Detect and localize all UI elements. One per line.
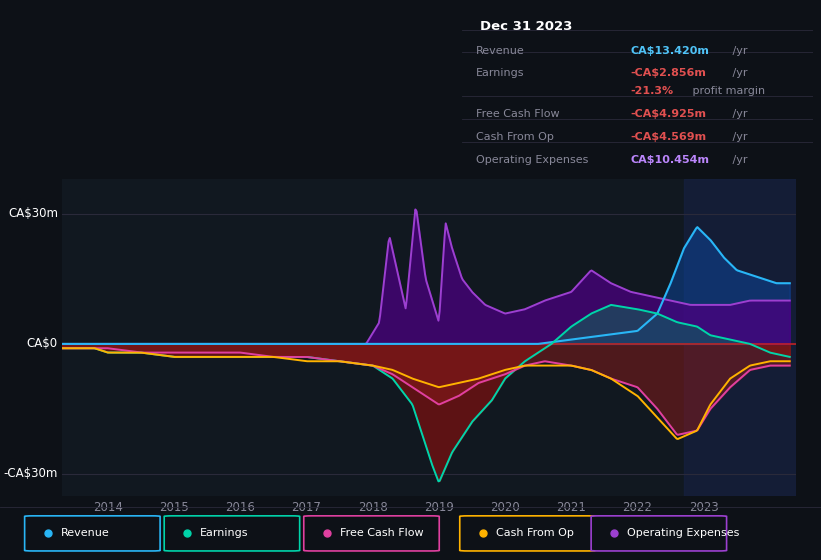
Text: /yr: /yr	[729, 46, 747, 56]
Text: -CA$4.569m: -CA$4.569m	[631, 132, 707, 142]
Text: Free Cash Flow: Free Cash Flow	[476, 109, 560, 119]
FancyBboxPatch shape	[304, 516, 439, 551]
Text: /yr: /yr	[729, 132, 747, 142]
Text: Operating Expenses: Operating Expenses	[627, 529, 740, 538]
Text: -CA$2.856m: -CA$2.856m	[631, 68, 706, 78]
Text: CA$13.420m: CA$13.420m	[631, 46, 709, 56]
Text: CA$10.454m: CA$10.454m	[631, 155, 709, 165]
Text: -21.3%: -21.3%	[631, 86, 673, 96]
FancyBboxPatch shape	[164, 516, 300, 551]
Text: Cash From Op: Cash From Op	[496, 529, 574, 538]
Text: -CA$4.925m: -CA$4.925m	[631, 109, 707, 119]
FancyBboxPatch shape	[591, 516, 727, 551]
Text: CA$0: CA$0	[27, 338, 58, 351]
Text: profit margin: profit margin	[690, 86, 765, 96]
Text: Earnings: Earnings	[200, 529, 249, 538]
Text: Operating Expenses: Operating Expenses	[476, 155, 589, 165]
Text: Free Cash Flow: Free Cash Flow	[340, 529, 424, 538]
Text: -CA$30m: -CA$30m	[3, 468, 58, 480]
Text: CA$30m: CA$30m	[8, 207, 58, 221]
Text: /yr: /yr	[729, 68, 747, 78]
Text: Cash From Op: Cash From Op	[476, 132, 554, 142]
Text: Revenue: Revenue	[61, 529, 109, 538]
FancyBboxPatch shape	[460, 516, 595, 551]
Text: Earnings: Earnings	[476, 68, 525, 78]
Text: /yr: /yr	[729, 155, 747, 165]
Text: Dec 31 2023: Dec 31 2023	[479, 20, 572, 33]
Bar	[684, 179, 796, 496]
Text: Revenue: Revenue	[476, 46, 525, 56]
FancyBboxPatch shape	[25, 516, 160, 551]
Text: /yr: /yr	[729, 109, 747, 119]
